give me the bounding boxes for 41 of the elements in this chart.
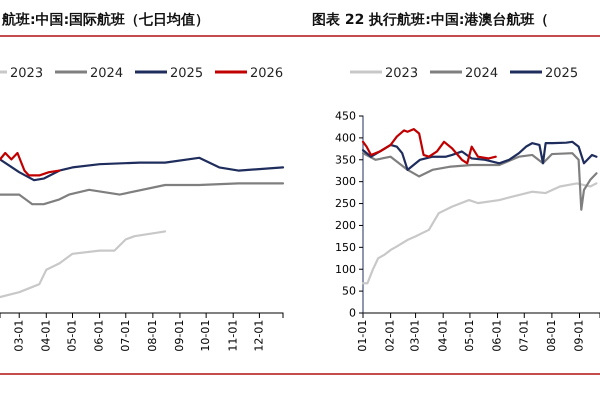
legend-label: 2024 <box>465 66 498 81</box>
x-tick-label: 06-01 <box>490 320 504 352</box>
x-tick-label: 03-01 <box>408 320 422 352</box>
legend-label: 2025 <box>170 66 204 81</box>
x-tick-label: 02-01 <box>384 320 397 352</box>
x-tick-label: 01-01 <box>356 320 370 352</box>
legend-label: 2023 <box>10 66 44 81</box>
line-series <box>362 128 497 164</box>
y-tick-label: 200 <box>335 218 356 232</box>
x-tick-label: 07-01 <box>517 320 530 352</box>
y-tick-label: 450 <box>335 110 356 123</box>
y-tick-label: 300 <box>335 175 356 188</box>
y-tick-label: 50 <box>342 284 356 298</box>
x-tick-label: 08-01 <box>146 320 159 352</box>
x-tick-label: 06-01 <box>92 320 106 352</box>
y-tick-label: 250 <box>335 197 356 210</box>
x-tick-label: 08-01 <box>544 320 558 352</box>
x-tick-label: 11-01 <box>226 320 240 352</box>
y-tick-label: 150 <box>335 240 356 254</box>
x-tick-label: 04-01 <box>436 320 450 352</box>
legend-label: 2026 <box>250 66 284 81</box>
x-tick-label: 12-01 <box>252 320 266 352</box>
y-tick-label: 400 <box>335 131 356 144</box>
line-series <box>362 152 598 211</box>
legend-label: 2024 <box>90 66 124 81</box>
y-tick-label: 100 <box>335 262 356 276</box>
y-tick-label: 350 <box>335 153 356 166</box>
chart-title: 航班:中国:国际航班（七日均值） <box>1 11 210 28</box>
x-tick-label: 07-01 <box>118 320 132 352</box>
x-tick-label: 03-01 <box>12 320 26 352</box>
x-tick-label: 05-01 <box>66 320 79 352</box>
x-tick-label: 05-01 <box>462 320 476 352</box>
x-tick-label: 09-01 <box>172 320 186 352</box>
line-series <box>362 182 598 284</box>
x-tick-label: 10-01 <box>199 320 212 352</box>
y-tick-label: 0 <box>349 306 356 320</box>
legend-label: 2025 <box>545 66 578 81</box>
x-tick-label: 09-01 <box>572 320 586 352</box>
x-tick-label: 04-01 <box>39 320 52 352</box>
chart-title: 图表 22 执行航班:中国:港澳台航班（ <box>312 11 548 28</box>
legend-label: 2023 <box>385 66 418 81</box>
